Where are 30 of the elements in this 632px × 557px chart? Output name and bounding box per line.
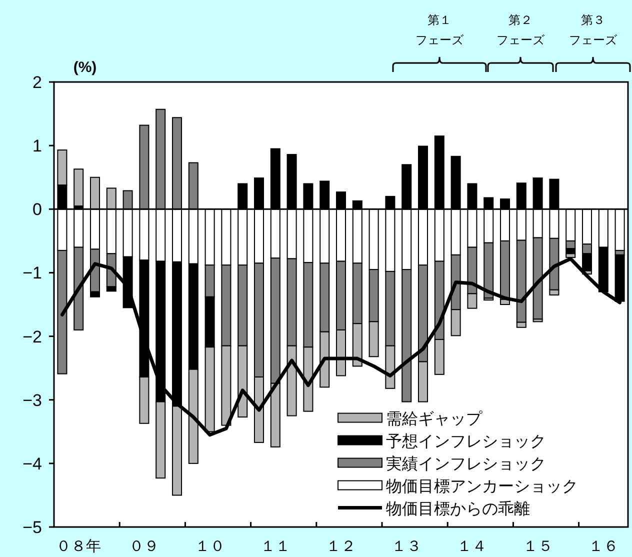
x-tick-label: ０９ bbox=[129, 538, 160, 555]
legend-label: 需給ギャップ bbox=[386, 410, 483, 428]
y-tick-label: −5 bbox=[22, 518, 42, 537]
text: 第１ bbox=[428, 13, 452, 27]
x-tick-label: １５ bbox=[522, 538, 553, 555]
text: 第２ bbox=[508, 13, 532, 27]
x-tick-label: １２ bbox=[326, 538, 356, 555]
text: 第３ bbox=[581, 13, 605, 27]
legend-label: 予想インフレショック bbox=[386, 432, 546, 450]
y-tick-label: 0 bbox=[32, 200, 42, 220]
x-tick-label: １３ bbox=[392, 538, 422, 555]
bar bbox=[74, 168, 84, 206]
x-tick-label: ０８年 bbox=[56, 538, 102, 555]
y-tick-label: −4 bbox=[22, 454, 42, 474]
y-tick-label: 1 bbox=[32, 136, 42, 156]
y-tick-label: −3 bbox=[22, 390, 42, 410]
legend-label: 実績インフレショック bbox=[386, 454, 546, 473]
legend-label: 物価目標アンカーショック bbox=[386, 477, 578, 496]
text: フェーズ bbox=[416, 33, 464, 47]
text: フェーズ bbox=[496, 33, 546, 47]
x-tick-label: １４ bbox=[457, 538, 488, 555]
x-tick-label: １０ bbox=[194, 538, 225, 555]
legend-label: 物価目標からの乖離 bbox=[386, 500, 530, 518]
y-tick-label: −1 bbox=[22, 264, 42, 283]
y-tick-label: −2 bbox=[22, 327, 42, 346]
x-tick-label: １１ bbox=[260, 538, 290, 555]
y-tick-label: 2 bbox=[32, 73, 42, 92]
x-tick-label: １６ bbox=[588, 538, 618, 555]
text: フェーズ bbox=[569, 33, 618, 47]
y-axis-title: (%) bbox=[73, 59, 97, 76]
